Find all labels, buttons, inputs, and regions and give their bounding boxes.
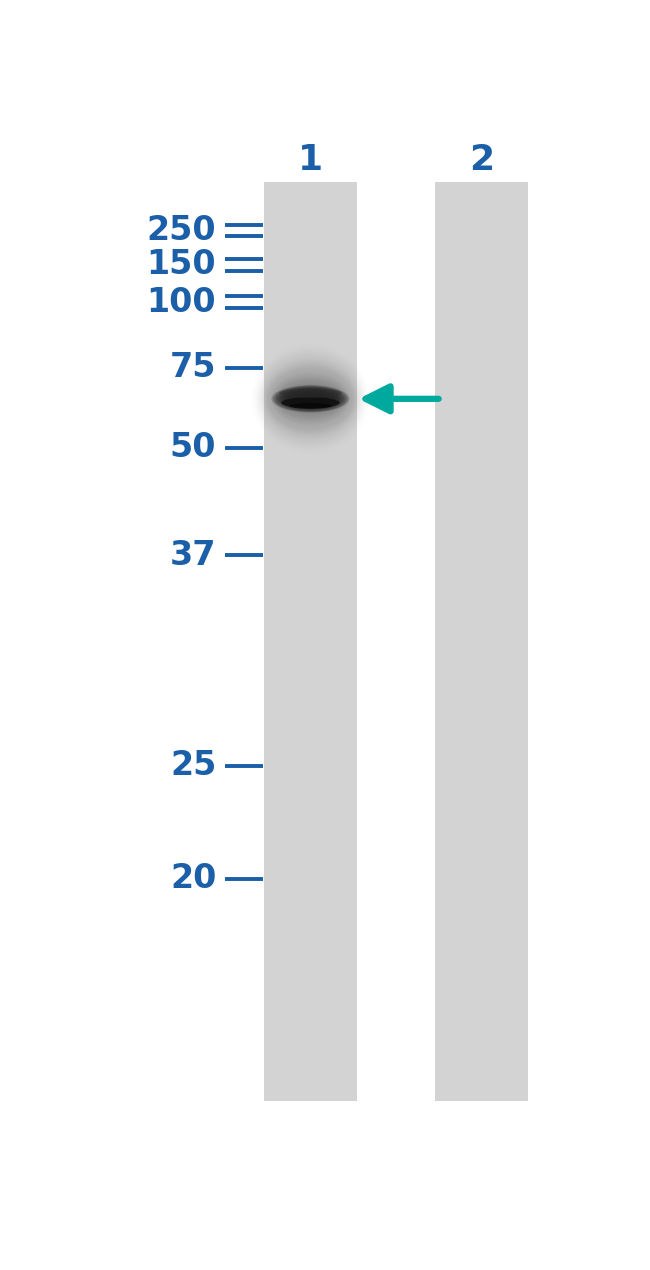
Ellipse shape xyxy=(278,387,343,410)
Ellipse shape xyxy=(276,386,345,411)
Ellipse shape xyxy=(285,390,336,408)
Ellipse shape xyxy=(283,390,337,408)
Ellipse shape xyxy=(291,392,330,405)
Ellipse shape xyxy=(281,389,340,409)
Ellipse shape xyxy=(280,389,341,410)
Bar xyxy=(264,182,357,1101)
Ellipse shape xyxy=(272,385,350,413)
Ellipse shape xyxy=(277,387,344,410)
Ellipse shape xyxy=(289,403,332,409)
Ellipse shape xyxy=(287,390,335,408)
Ellipse shape xyxy=(273,386,348,411)
Text: 75: 75 xyxy=(170,351,216,384)
Text: 25: 25 xyxy=(170,749,216,782)
Ellipse shape xyxy=(282,389,339,409)
Ellipse shape xyxy=(280,389,342,398)
Text: 2: 2 xyxy=(469,142,494,177)
Ellipse shape xyxy=(281,398,340,408)
Text: 250: 250 xyxy=(147,215,216,248)
Ellipse shape xyxy=(274,386,346,411)
Text: 150: 150 xyxy=(147,249,216,282)
Text: 20: 20 xyxy=(170,862,216,895)
Ellipse shape xyxy=(288,391,333,406)
Text: 37: 37 xyxy=(170,538,216,572)
Ellipse shape xyxy=(289,391,332,406)
Text: 100: 100 xyxy=(147,286,216,319)
Bar xyxy=(435,182,528,1101)
Text: 50: 50 xyxy=(170,432,216,465)
Text: 1: 1 xyxy=(298,142,323,177)
